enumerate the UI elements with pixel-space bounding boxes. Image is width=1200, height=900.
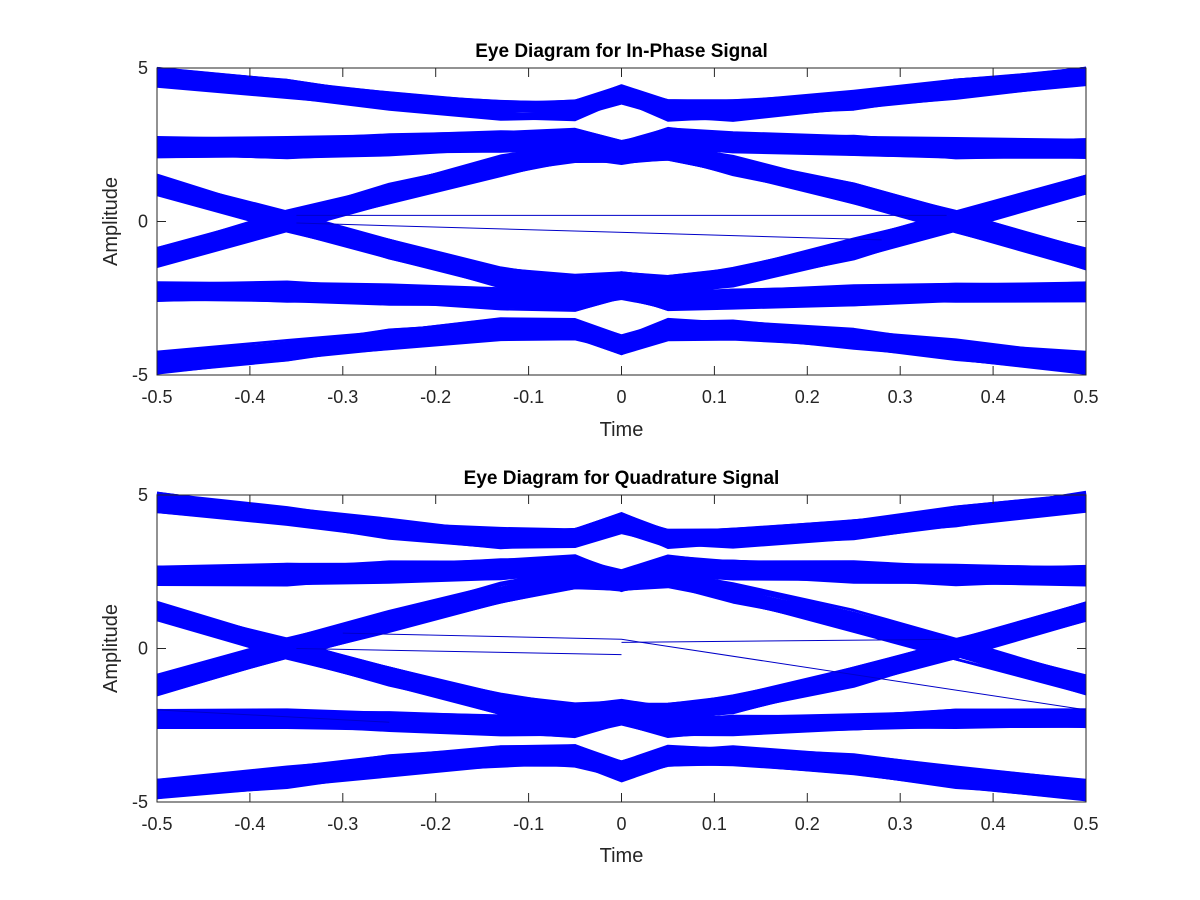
in-phase-x-tick-label: 0.2 [795,387,820,407]
quadrature-eye-diagram: -0.5 -0.4 -0.3 -0.2 -0.1 0 0.1 0.2 0.3 0.4 0.5 -5 0 5… [100,468,1099,867]
in-phase-trace-line [156,177,1087,284]
quadrature-trace-line [156,581,1087,695]
quadrature-trace-line [156,579,1087,690]
quadrature-traces [156,490,1087,802]
quadrature-x-tick-label: 0.2 [795,814,820,834]
in-phase-x-tick-label: -0.3 [327,387,358,407]
in-phase-trace-line [156,149,1087,260]
in-phase-trace-line [156,77,1087,119]
in-phase-x-axis-label: Time [600,419,644,441]
in-phase-trace-line [156,334,1087,375]
quadrature-trace-line [156,502,1087,548]
quadrature-y-tick-label: -5 [132,792,148,812]
quadrature-stray-trace-3 [156,709,390,723]
quadrature-ticks: -0.5 -0.4 -0.3 -0.2 -0.1 0 0.1 0.2 0.3 0.4 0.5 -5 0 5 [132,485,1099,834]
quadrature-series-3 [156,567,1087,697]
in-phase-series-5 [156,317,1087,375]
quadrature-series-0 [156,490,1087,550]
quadrature-trace-line [156,708,1087,726]
quadrature-trace-line [156,717,1087,736]
quadrature-x-tick-label: -0.5 [141,814,172,834]
in-phase-series-3 [156,140,1087,271]
quadrature-trace-line [156,751,1087,792]
quadrature-x-axis-label: Time [600,845,644,867]
in-phase-x-tick-label: 0.1 [702,387,727,407]
in-phase-traces [156,66,1087,375]
in-phase-y-tick-label: -5 [132,365,148,385]
quadrature-y-axis-label: Amplitude [100,604,122,693]
quadrature-x-tick-label: -0.4 [234,814,265,834]
quadrature-trace-line [156,607,1087,715]
in-phase-x-tick-label: 0.4 [981,387,1006,407]
in-phase-eye-diagram: -0.5 -0.4 -0.3 -0.2 -0.1 0 0.1 0.2 0.3 0.4 0.5 -5 0 5… [100,41,1099,441]
quadrature-trace-line [156,712,1087,726]
quadrature-y-tick-label: 0 [138,639,148,659]
in-phase-trace-line [156,295,1087,312]
in-phase-trace-line [156,153,1087,269]
in-phase-ticks: -0.5 -0.4 -0.3 -0.2 -0.1 0 0.1 0.2 0.3 0.4 0.5 -5 0 5 [132,58,1099,407]
quadrature-x-tick-label: -0.2 [420,814,451,834]
in-phase-trace-line [156,327,1087,365]
quadrature-y-tick-label: 5 [138,485,148,505]
in-phase-chart-title: Eye Diagram for In-Phase Signal [475,41,767,62]
quadrature-x-tick-label: -0.3 [327,814,358,834]
in-phase-x-tick-label: -0.1 [513,387,544,407]
quadrature-trace-line [156,490,1087,536]
in-phase-trace-line [156,145,1087,257]
in-phase-trace-line [156,317,1087,359]
quadrature-trace-line [156,571,1087,685]
quadrature-trace-line [156,745,1087,787]
in-phase-trace-line [156,289,1087,307]
quadrature-x-tick-label: 0.5 [1073,814,1098,834]
quadrature-x-tick-label: 0.1 [702,814,727,834]
quadrature-stray-trace-1 [296,648,622,656]
quadrature-x-tick-label: 0.3 [888,814,913,834]
in-phase-y-tick-label: 5 [138,58,148,78]
in-phase-x-tick-label: 0.5 [1073,387,1098,407]
quadrature-chart-title: Eye Diagram for Quadrature Signal [464,468,780,489]
in-phase-series-4 [156,277,1087,312]
in-phase-stray-trace-1 [296,222,882,241]
quadrature-x-tick-label: 0 [616,814,626,834]
in-phase-y-axis-label: Amplitude [100,177,122,266]
in-phase-trace-line [156,71,1087,112]
quadrature-series-5 [156,744,1087,802]
in-phase-trace-line [156,282,1087,302]
in-phase-x-tick-label: 0 [616,387,626,407]
in-phase-x-tick-label: -0.4 [234,387,265,407]
quadrature-stray-trace-0 [342,632,1087,711]
in-phase-x-tick-label: -0.2 [420,387,451,407]
quadrature-x-tick-label: 0.4 [981,814,1006,834]
in-phase-trace-line [156,71,1087,109]
quadrature-trace-line [156,498,1087,541]
quadrature-trace-line [156,756,1087,796]
quadrature-stray-trace-2 [621,638,947,643]
quadrature-trace-line [156,600,1087,709]
in-phase-series-0 [156,66,1087,122]
quadrature-x-tick-label: -0.1 [513,814,544,834]
in-phase-x-tick-label: -0.5 [141,387,172,407]
in-phase-y-tick-label: 0 [138,212,148,232]
in-phase-x-tick-label: 0.3 [888,387,913,407]
